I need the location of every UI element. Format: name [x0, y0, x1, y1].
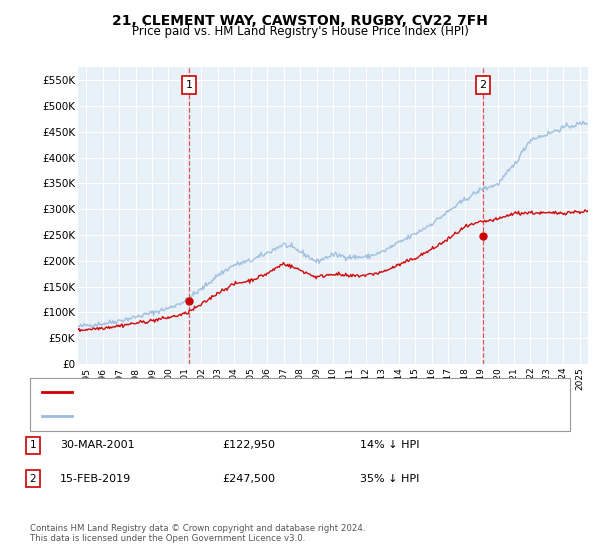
Text: 35% ↓ HPI: 35% ↓ HPI: [360, 474, 419, 484]
Text: £122,950: £122,950: [222, 440, 275, 450]
Text: 2: 2: [479, 80, 487, 90]
Text: 21, CLEMENT WAY, CAWSTON, RUGBY, CV22 7FH (detached house): 21, CLEMENT WAY, CAWSTON, RUGBY, CV22 7F…: [81, 387, 430, 397]
Text: HPI: Average price, detached house, Rugby: HPI: Average price, detached house, Rugb…: [81, 411, 307, 421]
Text: 30-MAR-2001: 30-MAR-2001: [60, 440, 134, 450]
Text: Price paid vs. HM Land Registry's House Price Index (HPI): Price paid vs. HM Land Registry's House …: [131, 25, 469, 38]
Text: 21, CLEMENT WAY, CAWSTON, RUGBY, CV22 7FH: 21, CLEMENT WAY, CAWSTON, RUGBY, CV22 7F…: [112, 14, 488, 28]
Text: 15-FEB-2019: 15-FEB-2019: [60, 474, 131, 484]
Text: 14% ↓ HPI: 14% ↓ HPI: [360, 440, 419, 450]
Text: £247,500: £247,500: [222, 474, 275, 484]
Text: 1: 1: [185, 80, 193, 90]
Text: 1: 1: [29, 440, 37, 450]
Text: 2: 2: [29, 474, 37, 484]
Text: Contains HM Land Registry data © Crown copyright and database right 2024.
This d: Contains HM Land Registry data © Crown c…: [30, 524, 365, 543]
